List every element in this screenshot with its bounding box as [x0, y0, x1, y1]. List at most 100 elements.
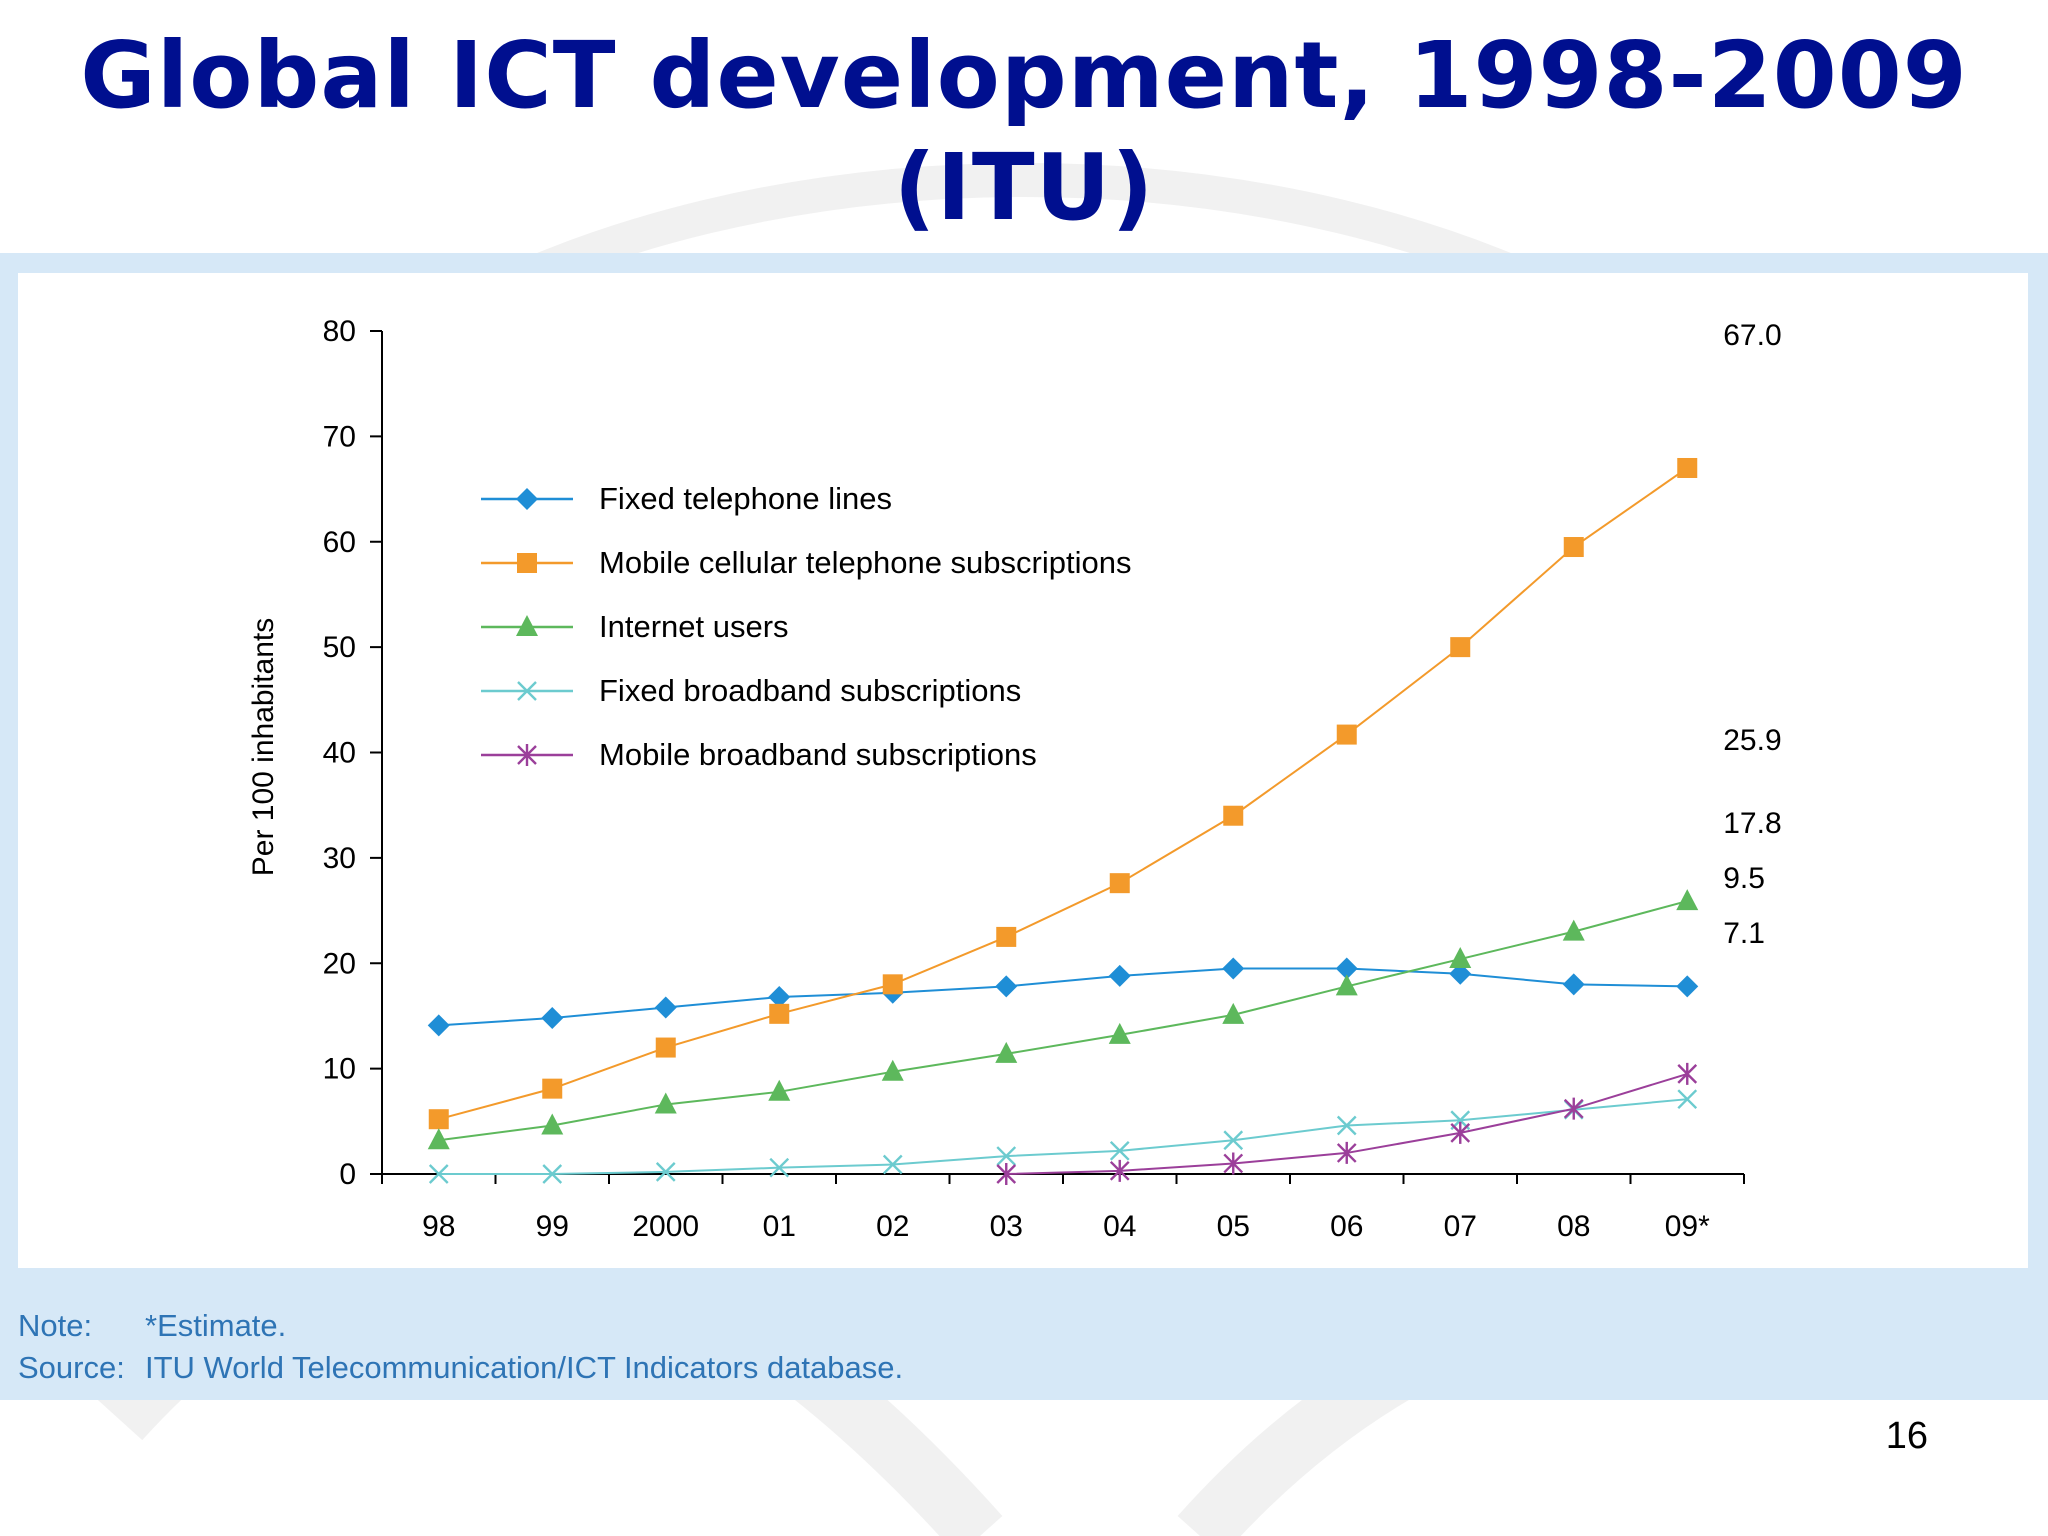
data-point: [996, 1146, 1017, 1166]
source-text: ITU World Telecommunication/ICT Indicato…: [145, 1350, 904, 1385]
legend-label: Fixed broadband subscriptions: [599, 673, 1021, 708]
legend-marker: [517, 553, 537, 573]
data-point: [654, 996, 677, 1019]
data-point: [1335, 974, 1358, 996]
data-point: [1676, 889, 1699, 911]
legend-marker: [516, 488, 538, 510]
y-tick-label: 20: [323, 947, 356, 980]
y-tick-label: 30: [323, 842, 356, 875]
x-tick-label: 01: [763, 1210, 796, 1243]
labels-layer: 17.8 67.0 25.9 7.1 9.5: [1723, 319, 1781, 950]
note-label: Note:: [18, 1308, 93, 1343]
x-tick-label: 06: [1330, 1210, 1363, 1243]
data-point: [1223, 805, 1244, 826]
end-value-label: 17.8: [1723, 807, 1781, 840]
line-chart: 0 10 20 30 40 50 60 70 80 98 99 2000 01 02 03 04 05 06 07 0…: [247, 315, 1782, 1243]
data-point: [1563, 1097, 1584, 1120]
data-point: [427, 1128, 450, 1150]
y-tick-label: 10: [323, 1053, 356, 1086]
data-point: [1108, 1022, 1131, 1044]
legend-entry: Internet users: [481, 609, 789, 644]
data-point: [1677, 457, 1698, 478]
legend-label: Mobile broadband subscriptions: [599, 737, 1037, 772]
end-value-label: 25.9: [1723, 724, 1781, 757]
legend-entry: Fixed broadband subscriptions: [481, 673, 1021, 708]
data-point: [995, 1041, 1018, 1063]
data-point: [768, 1079, 791, 1101]
data-point: [1222, 957, 1245, 980]
data-point: [1223, 1130, 1244, 1151]
source-label: Source:: [18, 1350, 125, 1385]
legend: Fixed telephone lines Mobile cellular tel…: [481, 481, 1131, 772]
legend-marker: [517, 681, 537, 701]
data-point: [996, 1163, 1017, 1185]
data-point: [1676, 975, 1699, 998]
chart-notes: Note: *Estimate. Source: ITU World Telecom…: [18, 1305, 903, 1389]
data-point: [541, 1113, 564, 1135]
end-value-label: 67.0: [1723, 319, 1781, 352]
data-point: [1562, 919, 1585, 941]
legend-marker: [517, 744, 537, 766]
data-point: [995, 975, 1018, 998]
legend-entry: Mobile cellular telephone subscriptions: [481, 545, 1131, 580]
data-point: [1450, 637, 1471, 658]
data-point: [1109, 873, 1130, 894]
legend-marker: [516, 615, 538, 636]
source-line: Source: ITU World Telecommunication/ICT I…: [18, 1347, 903, 1389]
y-axis-label: Per 100 inhabitants: [247, 618, 280, 877]
chart-area: 0 10 20 30 40 50 60 70 80 98 99 2000 01 02 03 04 05 06 07 0…: [18, 273, 2028, 1268]
data-point: [428, 1109, 449, 1130]
data-point: [1449, 947, 1472, 969]
chart-panel: 0 10 20 30 40 50 60 70 80 98 99 2000 01 02 03 04 05 06 07 0…: [0, 253, 2048, 1400]
data-point: [427, 1014, 450, 1037]
data-point: [1562, 973, 1585, 996]
data-point: [768, 985, 791, 1008]
legend-label: Mobile cellular telephone subscriptions: [599, 545, 1131, 580]
x-tick-label: 99: [536, 1210, 569, 1243]
x-tick-label: 03: [990, 1210, 1023, 1243]
data-point: [1108, 964, 1131, 987]
data-point: [1109, 1140, 1130, 1161]
x-tick-label: 2000: [632, 1210, 699, 1243]
page-number: 16: [1885, 1415, 1928, 1457]
end-value-label: 9.5: [1723, 862, 1765, 895]
legend-label: Fixed telephone lines: [599, 481, 892, 516]
y-tick-label: 60: [323, 526, 356, 559]
y-tick-label: 0: [339, 1158, 356, 1191]
title-line-2: (ITU): [893, 134, 1155, 241]
data-point: [1563, 537, 1584, 558]
data-point: [769, 1157, 790, 1178]
y-tick-label: 70: [323, 420, 356, 453]
data-point: [542, 1164, 563, 1184]
data-point: [655, 1162, 676, 1182]
data-point: [1335, 957, 1358, 980]
data-point: [769, 1003, 790, 1024]
data-point: [542, 1078, 563, 1099]
data-point: [1677, 1062, 1698, 1085]
data-point: [1336, 1141, 1357, 1164]
x-tick-label: 04: [1103, 1210, 1136, 1243]
data-point: [1222, 1002, 1245, 1024]
data-point: [1449, 962, 1472, 985]
x-tick-label: 09*: [1665, 1210, 1710, 1243]
legend-entry: Fixed telephone lines: [481, 481, 892, 516]
data-point: [1223, 1152, 1244, 1175]
data-point: [655, 1037, 676, 1058]
series-fixed-broadband-subscriptions: [428, 1089, 1698, 1184]
x-tick-label: 08: [1557, 1210, 1590, 1243]
data-point: [996, 926, 1017, 947]
x-tick-label: 98: [422, 1210, 455, 1243]
note-line: Note: *Estimate.: [18, 1305, 903, 1347]
data-point: [1336, 1115, 1357, 1136]
series-line: [438, 967, 1688, 1027]
series-layer: [427, 457, 1699, 1185]
data-point: [654, 1092, 677, 1114]
data-point: [1677, 1089, 1698, 1110]
series-line: [438, 467, 1688, 1121]
x-tick-label: 07: [1444, 1210, 1477, 1243]
y-tick-label: 50: [323, 631, 356, 664]
data-point: [428, 1164, 449, 1184]
title-line-1: Global ICT development, 1998-2009: [80, 22, 1968, 129]
series-mobile-broadband-subscriptions: [996, 1062, 1698, 1185]
data-point: [882, 974, 903, 995]
